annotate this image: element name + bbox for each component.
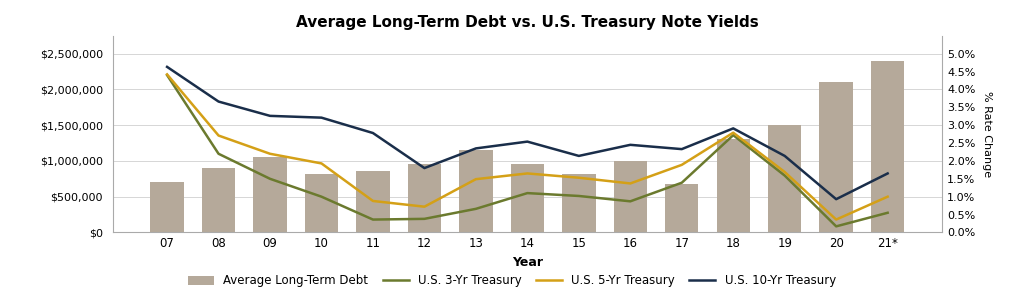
U.S. 5-Yr Treasury <box>830 218 843 221</box>
U.S. 10-Yr Treasury <box>212 100 224 103</box>
Bar <box>305 174 338 232</box>
Y-axis label: % Rate Change: % Rate Change <box>982 91 992 177</box>
U.S. 10-Yr Treasury <box>367 131 379 135</box>
U.S. 5-Yr Treasury <box>572 176 585 179</box>
U.S. 5-Yr Treasury <box>315 162 328 165</box>
U.S. 10-Yr Treasury <box>676 147 688 151</box>
U.S. 3-Yr Treasury <box>264 177 276 181</box>
U.S. 10-Yr Treasury <box>625 143 637 147</box>
U.S. 5-Yr Treasury <box>161 73 173 76</box>
U.S. 3-Yr Treasury <box>418 217 430 221</box>
U.S. 5-Yr Treasury <box>367 199 379 203</box>
U.S. 3-Yr Treasury <box>778 174 791 177</box>
U.S. 5-Yr Treasury <box>625 182 637 185</box>
Bar <box>717 139 750 232</box>
U.S. 10-Yr Treasury <box>418 166 430 170</box>
U.S. 10-Yr Treasury <box>572 154 585 158</box>
U.S. 10-Yr Treasury <box>264 114 276 118</box>
U.S. 3-Yr Treasury <box>315 195 328 198</box>
Bar <box>356 171 390 232</box>
X-axis label: Year: Year <box>512 256 543 269</box>
U.S. 3-Yr Treasury <box>572 194 585 198</box>
U.S. 3-Yr Treasury <box>161 73 173 77</box>
U.S. 3-Yr Treasury <box>830 225 843 228</box>
U.S. 5-Yr Treasury <box>882 195 894 198</box>
Line: U.S. 10-Yr Treasury: U.S. 10-Yr Treasury <box>167 67 888 199</box>
Bar <box>511 164 544 232</box>
Bar <box>151 182 183 232</box>
U.S. 10-Yr Treasury <box>882 172 894 175</box>
U.S. 3-Yr Treasury <box>367 218 379 221</box>
U.S. 3-Yr Treasury <box>212 152 224 156</box>
U.S. 10-Yr Treasury <box>727 127 739 130</box>
U.S. 10-Yr Treasury <box>830 197 843 201</box>
U.S. 3-Yr Treasury <box>882 211 894 215</box>
Title: Average Long-Term Debt vs. U.S. Treasury Note Yields: Average Long-Term Debt vs. U.S. Treasury… <box>296 15 759 30</box>
U.S. 10-Yr Treasury <box>470 147 482 150</box>
Bar <box>613 161 647 232</box>
U.S. 3-Yr Treasury <box>727 134 739 137</box>
U.S. 10-Yr Treasury <box>521 140 534 143</box>
Line: U.S. 5-Yr Treasury: U.S. 5-Yr Treasury <box>167 74 888 220</box>
U.S. 10-Yr Treasury <box>315 116 328 119</box>
U.S. 5-Yr Treasury <box>521 172 534 175</box>
Bar <box>562 174 596 232</box>
U.S. 3-Yr Treasury <box>470 207 482 211</box>
Bar <box>871 61 904 232</box>
Bar <box>202 168 236 232</box>
Line: U.S. 3-Yr Treasury: U.S. 3-Yr Treasury <box>167 75 888 226</box>
U.S. 5-Yr Treasury <box>264 152 276 156</box>
U.S. 3-Yr Treasury <box>676 181 688 184</box>
U.S. 3-Yr Treasury <box>521 191 534 195</box>
U.S. 5-Yr Treasury <box>676 163 688 167</box>
U.S. 3-Yr Treasury <box>625 200 637 203</box>
Bar <box>768 125 802 232</box>
Legend: Average Long-Term Debt, U.S. 3-Yr Treasury, U.S. 5-Yr Treasury, U.S. 10-Yr Treas: Average Long-Term Debt, U.S. 3-Yr Treasu… <box>183 270 841 292</box>
Bar <box>459 150 493 232</box>
Bar <box>253 157 287 232</box>
U.S. 5-Yr Treasury <box>212 134 224 137</box>
Bar <box>665 184 698 232</box>
U.S. 5-Yr Treasury <box>418 205 430 209</box>
Bar <box>408 164 441 232</box>
U.S. 5-Yr Treasury <box>727 131 739 134</box>
U.S. 10-Yr Treasury <box>778 154 791 158</box>
U.S. 10-Yr Treasury <box>161 65 173 69</box>
Bar <box>819 82 853 232</box>
U.S. 5-Yr Treasury <box>778 170 791 174</box>
U.S. 5-Yr Treasury <box>470 177 482 181</box>
